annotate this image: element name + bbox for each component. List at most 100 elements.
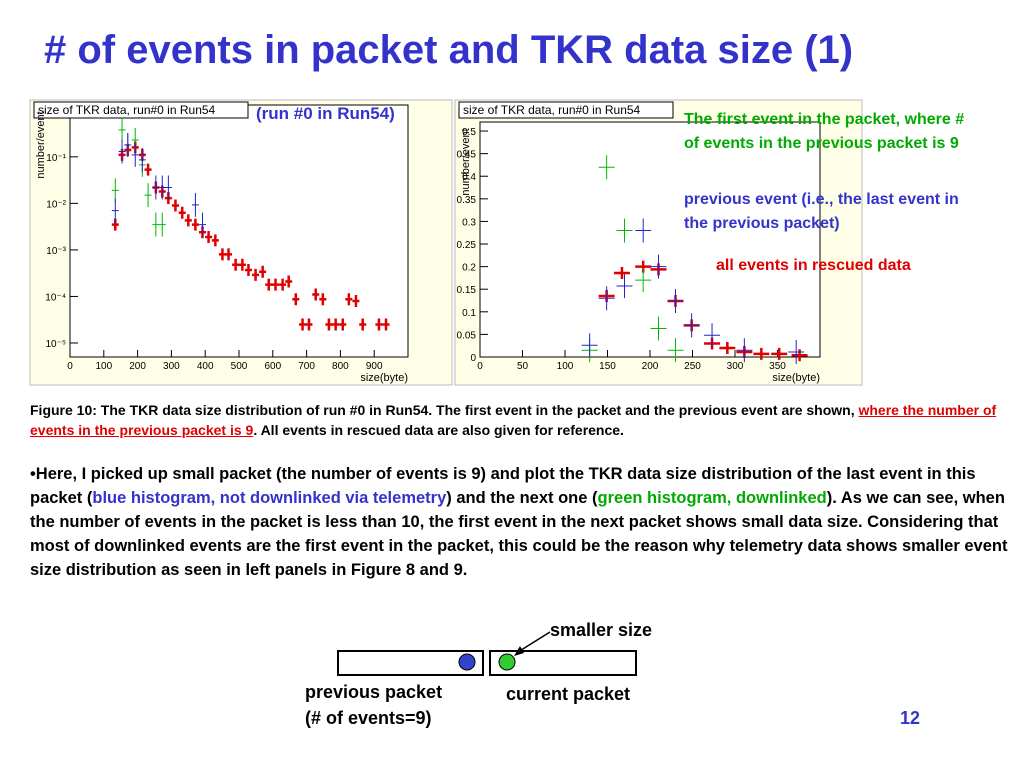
data-point [581,333,598,358]
data-point [244,264,252,277]
slide-title: # of events in packet and TKR data size … [44,28,854,72]
y-tick-label: 10⁻⁵ [45,339,66,350]
event-dot [458,653,476,671]
body-highlight: green histogram, downlinked [597,489,827,507]
annotation: previous event (i.e., the last event in … [684,191,959,232]
plot-area [69,104,409,358]
data-point [325,318,333,331]
data-point [598,155,615,180]
caption-text: . All events in rescued data are also gi… [253,422,624,438]
data-point [191,218,199,231]
x-tick-label: 400 [197,361,214,372]
data-point [118,117,126,142]
data-point [635,218,652,243]
y-tick-label: 10⁻³ [46,246,66,257]
data-point [178,206,186,219]
body-span: •Here, I picked up small packet (the num… [30,465,976,507]
data-point [667,288,684,313]
body-span: ) and the next one ( [446,489,598,507]
data-point [198,212,206,237]
y-tick-label: 10⁻² [46,199,66,210]
x-axis-title: size(byte) [772,372,820,384]
data-point [184,214,192,227]
x-tick-label: 250 [684,361,701,372]
x-tick-label: 200 [642,361,659,372]
data-point [359,318,367,331]
data-point [218,248,226,261]
annotation: all events in rescued data [716,257,911,274]
data-point [211,234,219,247]
data-point [305,318,313,331]
data-point [144,183,152,208]
diagram-label: smaller size [550,620,653,640]
data-point [598,286,615,311]
x-tick-label: 100 [557,361,574,372]
data-point [158,212,166,237]
y-tick-label: 0.4 [462,172,476,183]
data-point [118,139,126,164]
data-point [225,248,233,261]
x-tick-label: 0 [477,361,483,372]
data-point [616,218,633,243]
x-tick-label: 100 [95,361,112,372]
diagram-label: current packet [506,684,631,704]
data-point [158,175,166,200]
data-point [650,254,667,279]
data-point [616,274,633,299]
plot-area [479,121,821,358]
x-tick-label: 800 [332,361,349,372]
data-point [272,278,280,291]
caption-highlight: where the number of events in the previo… [30,402,997,438]
x-tick-label: 0 [67,361,73,372]
body-span: ). As we can see, when the number of eve… [30,489,1008,579]
data-point [753,347,770,360]
y-tick-label: 0.35 [457,195,477,206]
x-tick-label: 50 [517,361,529,372]
data-point [124,132,132,157]
data-point [265,278,273,291]
y-tick-label: 0.05 [457,330,477,341]
data-point [152,212,160,237]
y-tick-label: 0.3 [462,217,476,228]
x-tick-label: 150 [599,361,616,372]
packet-box [489,650,637,676]
y-tick-label: 0.2 [462,263,476,274]
data-point [382,318,390,331]
x-tick-label: 300 [727,361,744,372]
data-point [650,316,667,341]
y-tick-label: 0 [470,353,476,364]
data-point [191,192,199,217]
data-point [144,163,152,176]
event-dot [498,653,516,671]
stat-title: size of TKR data, run#0 in Run54 [463,103,641,117]
data-point [339,318,347,331]
data-point [352,294,360,307]
data-point [205,230,213,243]
data-point [111,198,119,223]
caption: Figure 10: The TKR data size distributio… [30,400,1005,440]
x-tick-label: 600 [264,361,281,372]
data-point [704,323,721,348]
stat-title: size of TKR data, run#0 in Run54 [38,103,216,117]
x-tick-label: 700 [298,361,315,372]
data-point [252,268,260,281]
data-point [319,293,327,306]
data-point [138,147,146,172]
x-axis-title: size(byte) [360,372,408,384]
x-tick-label: 300 [163,361,180,372]
data-point [375,318,383,331]
diagram-label: previous packet [305,682,443,702]
annotation: The first event in the packet, where # o… [684,111,965,152]
y-tick-label: 0.5 [462,127,476,138]
arrow-head [514,646,524,656]
data-point [683,313,700,338]
y-tick-label: 0.15 [457,285,477,296]
data-point [667,338,684,363]
x-tick-label: 350 [769,361,786,372]
y-tick-label: 0.1 [462,308,476,319]
data-point [299,318,307,331]
data-point [131,142,139,167]
body-highlight: blue histogram, not downlinked via telem… [92,489,447,507]
